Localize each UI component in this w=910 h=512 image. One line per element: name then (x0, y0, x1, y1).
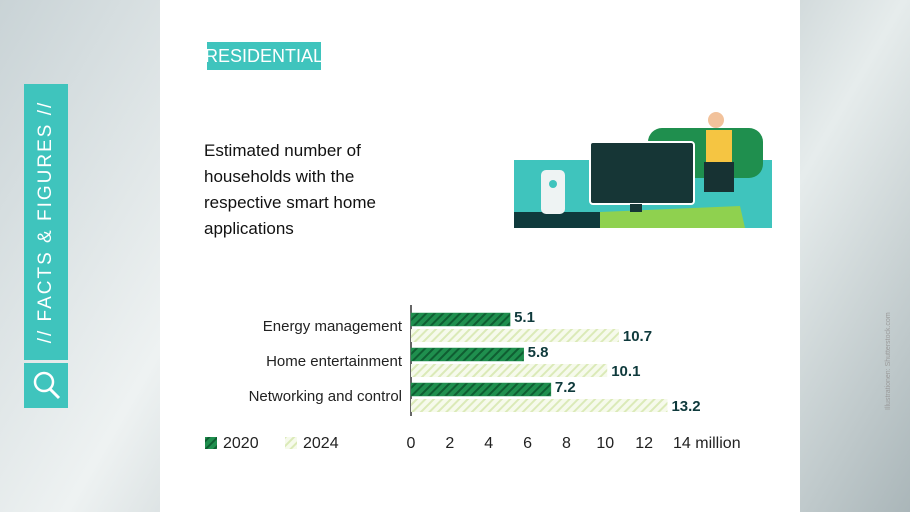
x-tick-label: 2 (445, 435, 454, 452)
bar (410, 312, 511, 327)
value-label: 10.1 (611, 363, 640, 380)
x-tick-label: 10 (596, 435, 614, 452)
bar (411, 364, 608, 377)
category-label: Networking and control (249, 388, 402, 405)
search-icon (48, 387, 61, 400)
credit: Illustrationen: Shutterstock.com (885, 312, 892, 410)
value-label: 10.7 (623, 328, 652, 345)
side-label: // FACTS & FIGURES // (35, 101, 56, 344)
legend-swatch (205, 437, 217, 449)
x-tick-label: 4 (484, 435, 493, 452)
x-tick-label: 6 (523, 435, 532, 452)
value-label: 7.2 (555, 379, 576, 396)
value-label: 5.1 (514, 309, 535, 326)
bar (411, 399, 668, 412)
x-tick-label: 14 million (673, 435, 741, 452)
x-tick-label: 0 (407, 435, 416, 452)
category-label: Energy management (263, 318, 403, 335)
tag: RESIDENTIAL (205, 46, 323, 66)
x-tick-label: 8 (562, 435, 571, 452)
side-panel (24, 84, 68, 360)
search-icon (33, 371, 55, 393)
x-tick-label: 12 (635, 435, 653, 452)
category-label: Home entertainment (266, 353, 403, 370)
value-label: 5.8 (528, 344, 549, 361)
card (160, 0, 800, 512)
illustration (514, 112, 772, 228)
bar (410, 347, 524, 362)
legend-label: 2024 (303, 435, 339, 452)
chart-title: Estimated number of households with the re… (204, 141, 376, 238)
search-icon-box (24, 363, 68, 408)
tag-box (207, 42, 321, 70)
value-label: 13.2 (671, 398, 700, 415)
bar (411, 329, 619, 342)
legend-swatch (285, 437, 297, 449)
bar (410, 382, 552, 397)
legend-label: 2020 (223, 435, 259, 452)
